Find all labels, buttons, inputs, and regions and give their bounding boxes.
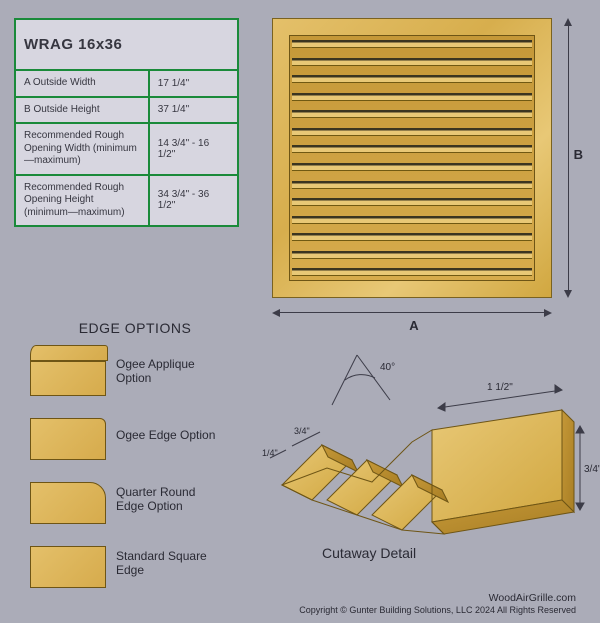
- cutaway-detail-figure: 40°: [262, 350, 582, 590]
- edge-option-row: Ogee Applique Option: [30, 346, 240, 396]
- dimension-a-label: A: [409, 318, 418, 333]
- edge-profile-ogee: [30, 410, 106, 460]
- grille-slat: [292, 163, 532, 171]
- grille-louvers: [289, 35, 535, 281]
- edge-options: EDGE OPTIONS Ogee Applique Option Ogee E…: [30, 320, 240, 602]
- spec-title: WRAG 16x36: [15, 19, 238, 70]
- spec-value: 17 1/4": [149, 70, 238, 97]
- edge-option-label: Ogee Applique Option: [116, 357, 226, 386]
- spec-value: 37 1/4": [149, 97, 238, 124]
- spec-label: B Outside Height: [15, 97, 149, 124]
- edge-profile-quarter-round: [30, 474, 106, 524]
- footer: WoodAirGrille.com Copyright © Gunter Bui…: [299, 592, 576, 617]
- footer-copyright: Copyright © Gunter Building Solutions, L…: [299, 605, 576, 617]
- dim-top-run-1: 1/4": [262, 448, 278, 458]
- angle-label: 40°: [380, 362, 395, 373]
- table-row: Recommended Rough Opening Height (minimu…: [15, 175, 238, 227]
- grille-slat: [292, 268, 532, 276]
- grille-slat: [292, 40, 532, 48]
- edge-option-label: Quarter Round Edge Option: [116, 485, 226, 514]
- grille-slat: [292, 110, 532, 118]
- edge-options-heading: EDGE OPTIONS: [30, 320, 240, 336]
- spec-value: 34 3/4" - 36 1/2": [149, 175, 238, 227]
- edge-option-row: Standard Square Edge: [30, 538, 240, 588]
- grille-slat: [292, 181, 532, 189]
- dim-right-height: 3/4": [584, 464, 600, 475]
- table-row: Recommended Rough Opening Width (minimum…: [15, 123, 238, 175]
- table-row: A Outside Width 17 1/4": [15, 70, 238, 97]
- grille-slat: [292, 93, 532, 101]
- spec-value: 14 3/4" - 16 1/2": [149, 123, 238, 175]
- dim-top-rise-1: 3/4": [294, 426, 310, 436]
- grille-slat: [292, 251, 532, 259]
- edge-option-row: Quarter Round Edge Option: [30, 474, 240, 524]
- edge-option-row: Ogee Edge Option: [30, 410, 240, 460]
- cutaway-label: Cutaway Detail: [322, 545, 416, 561]
- grille-slat: [292, 145, 532, 153]
- spec-label: A Outside Width: [15, 70, 149, 97]
- grille-figure: B A: [272, 18, 567, 298]
- spec-label: Recommended Rough Opening Height (minimu…: [15, 175, 149, 227]
- edge-profile-square: [30, 538, 106, 588]
- edge-profile-ogee-applique: [30, 346, 106, 396]
- spec-label: Recommended Rough Opening Width (minimum…: [15, 123, 149, 175]
- grille-body: [272, 18, 552, 298]
- grille-slat: [292, 128, 532, 136]
- grille-slat: [292, 233, 532, 241]
- grille-slat: [292, 198, 532, 206]
- table-row: B Outside Height 37 1/4": [15, 97, 238, 124]
- footer-site: WoodAirGrille.com: [299, 592, 576, 606]
- grille-slat: [292, 58, 532, 66]
- dim-top-outer: 1 1/2": [487, 382, 513, 393]
- dimension-a: A: [272, 304, 552, 322]
- dimension-b-label: B: [574, 147, 583, 162]
- grille-slat: [292, 75, 532, 83]
- spec-table: WRAG 16x36 A Outside Width 17 1/4" B Out…: [14, 18, 239, 227]
- edge-option-label: Ogee Edge Option: [116, 428, 215, 442]
- grille-slat: [292, 216, 532, 224]
- edge-option-label: Standard Square Edge: [116, 549, 226, 578]
- dimension-b: B: [565, 18, 579, 298]
